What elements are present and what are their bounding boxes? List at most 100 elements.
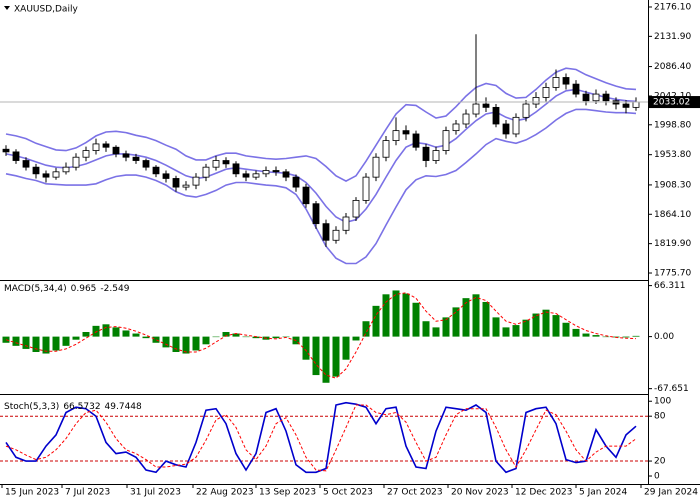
y-tick-label: 2176.10 [654,2,691,12]
x-tick-label: 15 Jun 2023 [5,488,59,498]
candle-body [512,116,520,135]
macd-bar [592,335,600,337]
candle-body [32,166,40,175]
candle-body [292,176,300,188]
macd-bar [162,336,170,348]
candle-body [72,156,80,168]
macd-bar [182,336,190,354]
candle-body [112,146,120,155]
macd-bar [202,336,210,345]
candle-body [262,170,270,175]
macd-bar [372,305,380,337]
macd-bar [472,294,480,337]
candle-body [432,150,440,161]
candle-body [422,146,430,161]
candle-body [52,171,60,178]
x-tick-label: 29 Jan 2024 [644,488,698,498]
candle-body [312,203,320,225]
candle-body [152,166,160,175]
candle-body [192,176,200,186]
y-tick-label: 2086.40 [654,62,691,72]
macd-bar [412,302,420,337]
candle-body [342,216,350,231]
x-tick-label: 7 Jul 2023 [65,488,110,498]
macd-bar [602,336,610,338]
candle-body [542,87,550,98]
dropdown-icon[interactable] [4,6,10,10]
macd-header: MACD(5,34,4) 0.965 -2.549 [4,284,130,294]
candle-body [222,160,230,165]
y-tick-label: 100 [654,397,671,407]
macd-bar [52,336,60,351]
macd-bar [302,336,310,360]
macd-bar [512,325,520,337]
macd-bar [442,317,450,337]
candle-body [622,103,630,108]
candle-body [212,160,220,168]
macd-bar [502,327,510,337]
macd-bar [22,336,30,349]
macd-bar [322,336,330,383]
macd-bar [522,319,530,337]
stoch-header: Stoch(5,3,3) 66.5732 49.7448 [4,402,142,412]
macd-bar [402,293,410,337]
macd-bar [622,336,630,338]
macd-bar [542,309,550,337]
candle-body [392,130,400,141]
macd-bar [12,336,20,346]
bollinger-band [5,108,637,265]
macd-bar [72,336,80,340]
candle-body [452,123,460,132]
candle-body [2,148,10,153]
candle-body [382,140,390,158]
y-tick-label: 1864.10 [654,210,691,220]
y-tick-label: 66.311 [654,281,686,291]
x-tick-label: 12 Dec 2023 [515,488,573,498]
macd-bar [242,336,250,338]
candle-body [562,77,570,85]
macd-signal-line [5,292,637,379]
macd-bar [342,336,350,360]
macd-bar [312,336,320,376]
macd-bar [552,315,560,337]
x-tick-label: 5 Jan 2024 [579,488,627,498]
macd-bar [142,336,150,339]
candle-body [82,150,90,158]
y-tick-label: -67.651 [654,384,689,394]
y-tick-label: 1775.70 [654,269,691,279]
x-tick-label: 13 Sep 2023 [259,488,316,498]
macd-bar [232,333,240,337]
macd-bar [562,322,570,337]
macd-bar [532,313,540,337]
candle-body [502,123,510,135]
candle-body [232,163,240,175]
macd-bar [212,336,220,338]
candle-body [552,77,560,88]
candle-body [42,173,50,178]
candle-body [492,106,500,125]
macd-bar [582,333,590,337]
candle-body [322,223,330,241]
macd-bar [172,336,180,352]
candle-body [122,153,130,158]
y-tick-label: 1998.80 [654,120,691,130]
macd-bar [572,328,580,337]
stoch-title: Stoch(5,3,3) [4,402,59,412]
candle-body [272,170,280,173]
candle-body [102,143,110,148]
bollinger-band [5,88,637,224]
candle-body [92,143,100,151]
y-tick-label: 1953.80 [654,150,691,160]
candle-body [12,151,20,161]
candle-body [62,166,70,173]
candle-body [572,83,580,95]
macd-bar [432,327,440,337]
candle-body [142,160,150,168]
macd-bar [362,321,370,337]
price-label-box [649,96,700,109]
candle-body [532,97,540,105]
candle-body [332,229,340,241]
candle-body [482,103,490,108]
macd-bar [632,335,640,337]
candle-body [182,184,190,188]
